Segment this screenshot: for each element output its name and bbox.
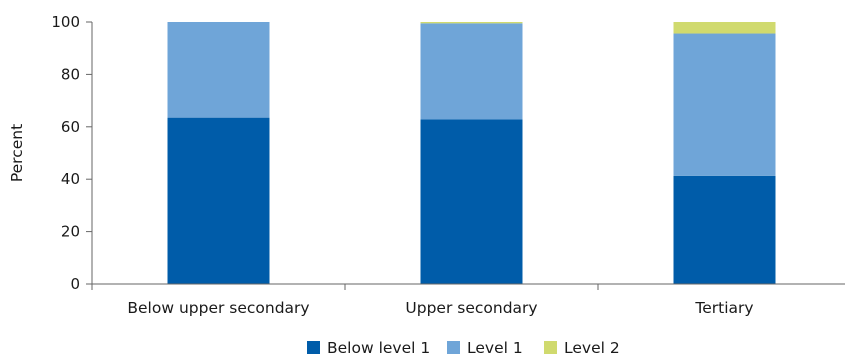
y-tick-label: 60 <box>61 118 80 136</box>
bar-segment <box>420 119 523 285</box>
axes-layer <box>91 22 845 285</box>
legend: Below level 1 Level 1 Level 2 <box>307 339 620 357</box>
y-ticks: 0 20 40 60 80 100 <box>51 13 92 293</box>
y-tick-label: 40 <box>61 170 80 188</box>
bar-segment <box>673 22 776 34</box>
y-tick-label: 0 <box>70 275 80 293</box>
legend-label: Level 1 <box>467 339 523 356</box>
y-tick-label: 80 <box>61 65 80 83</box>
x-category-labels: Below upper secondary Upper secondary Tert… <box>91 284 754 317</box>
y-axis-title: Percent <box>8 124 26 182</box>
bar-segment <box>673 175 776 284</box>
legend-label: Level 2 <box>564 339 620 356</box>
bar-segment <box>420 23 523 120</box>
bar-segment <box>167 22 270 118</box>
y-tick-label: 20 <box>61 223 80 241</box>
bar-segment <box>673 33 776 176</box>
legend-swatch <box>544 341 557 354</box>
bars-layer <box>167 22 776 285</box>
bar-segment <box>167 117 270 284</box>
legend-label: Below level 1 <box>327 339 430 356</box>
legend-swatch <box>447 341 460 354</box>
x-category-label: Upper secondary <box>405 299 537 317</box>
y-tick-label: 100 <box>51 13 80 31</box>
x-category-label: Below upper secondary <box>127 299 309 317</box>
x-category-label: Tertiary <box>694 299 753 317</box>
bar-segment <box>420 22 523 24</box>
legend-swatch <box>307 341 320 354</box>
